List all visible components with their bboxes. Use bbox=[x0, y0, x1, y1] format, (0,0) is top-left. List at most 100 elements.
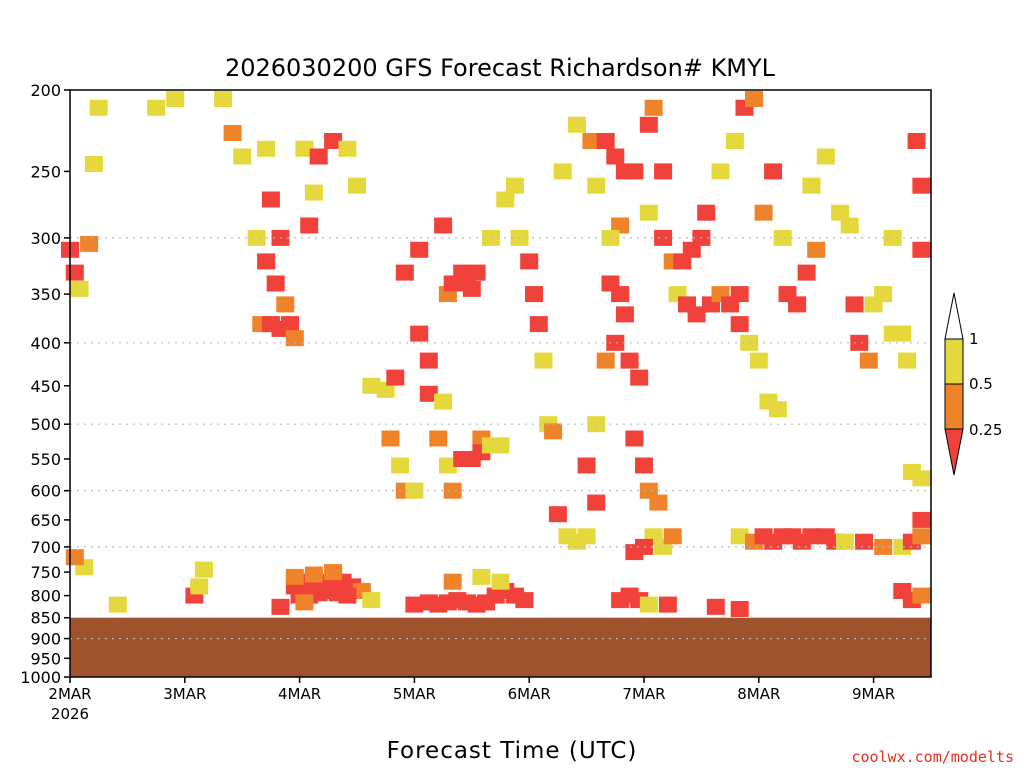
data-cell bbox=[338, 140, 357, 157]
data-cell bbox=[348, 177, 366, 194]
plot-frame bbox=[69, 89, 932, 678]
data-cell bbox=[912, 528, 931, 545]
y-tick-label: 350 bbox=[30, 285, 61, 304]
data-cell bbox=[410, 325, 429, 342]
x-tick-label: 2MAR bbox=[48, 685, 91, 703]
data-cell bbox=[304, 184, 323, 201]
data-cell bbox=[491, 437, 510, 454]
data-cell bbox=[639, 204, 658, 221]
data-cell bbox=[663, 528, 682, 545]
data-cell bbox=[529, 316, 548, 333]
data-cell bbox=[568, 116, 586, 133]
x-axis-label: Forecast Time (UTC) bbox=[387, 738, 638, 764]
data-cell bbox=[261, 191, 280, 208]
data-cell bbox=[434, 393, 453, 410]
data-cell bbox=[644, 99, 663, 116]
data-cell bbox=[606, 334, 625, 351]
data-cell bbox=[606, 148, 625, 165]
data-cell bbox=[893, 325, 912, 342]
y-tick-label: 700 bbox=[30, 538, 61, 557]
data-cell bbox=[788, 296, 807, 313]
data-cell bbox=[649, 494, 668, 511]
data-cell bbox=[515, 592, 534, 609]
plot-area bbox=[61, 89, 932, 678]
data-cell bbox=[596, 133, 615, 149]
x-tick-label: 4MAR bbox=[278, 685, 321, 703]
data-cell bbox=[768, 401, 787, 418]
y-tick-label: 550 bbox=[30, 450, 61, 469]
data-cell bbox=[438, 457, 457, 474]
y-tick-label: 650 bbox=[30, 511, 61, 530]
data-cell bbox=[893, 583, 912, 599]
x-tick-label: 7MAR bbox=[622, 685, 665, 703]
data-cell bbox=[247, 229, 266, 246]
y-tick-label: 800 bbox=[30, 587, 61, 606]
x-axis: 2MAR 2026 3MAR 4MAR 5MAR 6MAR 7MAR 8MAR 9MAR bbox=[48, 677, 895, 723]
data-cell bbox=[754, 204, 773, 221]
x-tick-label: 5MAR bbox=[393, 685, 436, 703]
data-cell bbox=[108, 596, 127, 613]
data-cell bbox=[635, 457, 653, 474]
data-cell bbox=[639, 116, 658, 133]
data-cell bbox=[496, 191, 515, 208]
data-cell bbox=[376, 381, 395, 398]
data-cell bbox=[730, 528, 749, 545]
data-cell bbox=[491, 573, 510, 590]
data-cell bbox=[391, 457, 410, 474]
data-cell bbox=[295, 594, 314, 611]
y-tick-label: 200 bbox=[30, 81, 61, 100]
data-cell bbox=[625, 163, 644, 180]
data-cell bbox=[525, 286, 543, 303]
data-cell bbox=[84, 156, 103, 172]
data-cell bbox=[577, 457, 596, 474]
data-cell bbox=[912, 470, 931, 487]
data-cell bbox=[797, 264, 816, 281]
data-cell bbox=[70, 280, 89, 297]
data-cell bbox=[874, 286, 893, 303]
y-tick-label: 750 bbox=[30, 563, 61, 582]
data-cell bbox=[233, 148, 252, 165]
data-cell bbox=[462, 280, 481, 297]
data-cell bbox=[582, 133, 601, 149]
x-tick-label: 3MAR bbox=[163, 685, 206, 703]
y-tick-label: 250 bbox=[30, 162, 61, 181]
data-cell bbox=[706, 598, 725, 615]
data-cell bbox=[845, 296, 864, 313]
x-tick-label: 6MAR bbox=[508, 685, 551, 703]
data-cell bbox=[300, 217, 319, 234]
data-cell bbox=[840, 217, 859, 234]
data-cell bbox=[505, 177, 524, 194]
data-cell bbox=[654, 229, 673, 246]
data-cell bbox=[214, 91, 233, 107]
x-tick-sublabel: 2026 bbox=[51, 705, 89, 723]
data-cell bbox=[281, 316, 299, 333]
data-cell bbox=[467, 264, 486, 281]
data-cell bbox=[831, 204, 850, 221]
data-cell bbox=[611, 217, 630, 234]
data-cell bbox=[295, 140, 314, 157]
data-cell bbox=[324, 133, 343, 149]
data-cell bbox=[362, 592, 381, 609]
colorbar-legend: 1 0.5 0.25 bbox=[944, 292, 1002, 476]
colorbar-bin bbox=[944, 338, 964, 385]
data-cell bbox=[257, 140, 276, 157]
data-cell bbox=[324, 564, 343, 581]
data-cell bbox=[534, 352, 553, 369]
data-cell bbox=[596, 352, 615, 369]
y-axis: 200 250 300 350 400 450 500 550 600 650 700 750 800 8… bbox=[20, 81, 70, 687]
data-cell bbox=[89, 99, 108, 116]
data-cell bbox=[395, 264, 414, 281]
data-cell bbox=[802, 177, 821, 194]
data-cell bbox=[730, 286, 749, 303]
data-cell bbox=[520, 253, 539, 270]
data-cell bbox=[453, 264, 472, 281]
data-cell bbox=[630, 369, 649, 386]
data-cell bbox=[338, 587, 357, 604]
data-cell bbox=[816, 148, 835, 165]
data-cell bbox=[257, 253, 276, 270]
data-cell bbox=[625, 430, 644, 447]
data-cell bbox=[190, 578, 209, 595]
data-cell bbox=[443, 482, 462, 499]
x-tick-label: 8MAR bbox=[737, 685, 780, 703]
